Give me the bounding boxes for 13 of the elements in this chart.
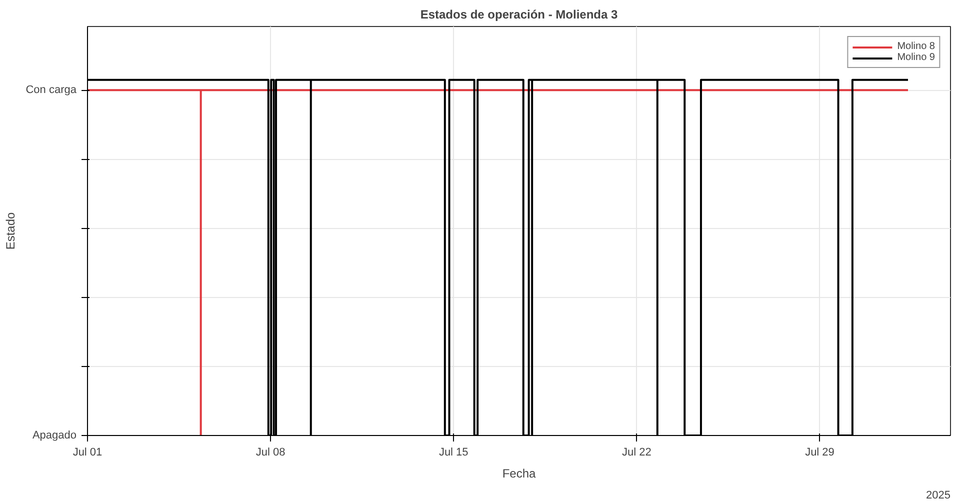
x-tick-label: Jul 08 — [256, 446, 286, 458]
legend-label: Molino 9 — [897, 52, 935, 63]
text: Apagado — [32, 430, 77, 442]
chart-title: Estados de operación - Molienda 3 — [420, 8, 618, 22]
text: 2025 — [926, 490, 951, 502]
x-tick-label: Jul 01 — [72, 446, 102, 458]
x-axis-title: Fecha — [502, 466, 536, 480]
x-tick-label: Jul 29 — [805, 446, 834, 458]
x-tick-label: Jul 15 — [438, 446, 468, 458]
text: Con carga — [26, 84, 78, 96]
x-tick-label: Jul 22 — [622, 446, 652, 458]
legend-label: Molino 8 — [897, 41, 935, 52]
y-axis-title: Estado — [4, 212, 18, 250]
